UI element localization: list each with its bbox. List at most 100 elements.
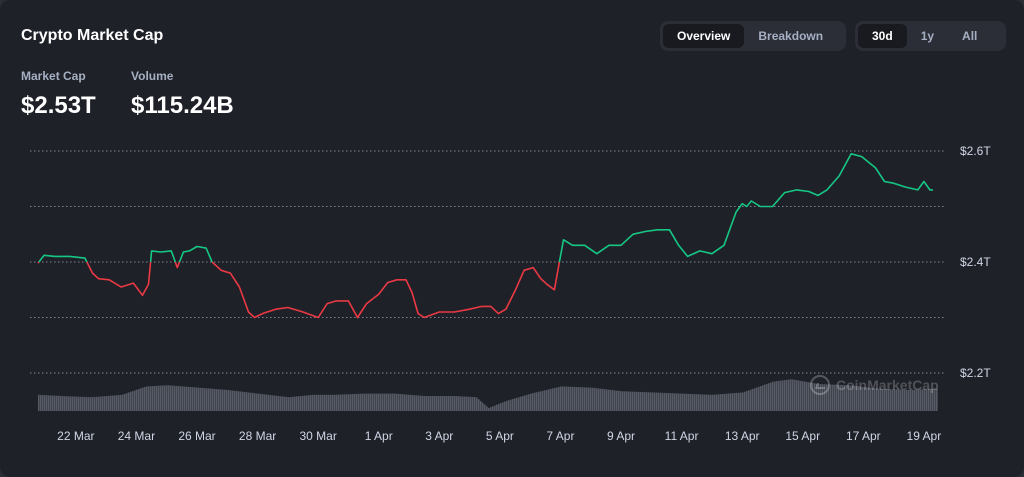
volume-bar — [450, 396, 452, 411]
volume-bar — [888, 389, 890, 411]
volume-bar — [68, 396, 70, 411]
volume-bar — [790, 379, 792, 411]
volume-bar — [842, 384, 844, 411]
volume-bar — [448, 396, 450, 411]
volume-bar — [200, 387, 202, 411]
volume-bar — [530, 393, 532, 411]
volume-bar — [784, 380, 786, 411]
volume-bar — [206, 388, 208, 411]
volume-bar — [724, 393, 726, 411]
volume-bar — [582, 387, 584, 411]
volume-bar — [778, 380, 780, 411]
volume-bar — [398, 393, 400, 411]
volume-bar — [720, 394, 722, 411]
volume-bar — [188, 386, 190, 411]
volume-bar — [272, 395, 274, 411]
volume-bar — [632, 391, 634, 411]
volume-bar — [702, 394, 704, 411]
volume-bar — [138, 389, 140, 411]
volume-bar — [868, 387, 870, 411]
range-all-button[interactable]: All — [962, 29, 978, 43]
volume-bar — [452, 396, 454, 411]
volume-bar — [58, 395, 60, 411]
volume-bar — [554, 387, 556, 411]
volume-bar — [526, 394, 528, 411]
volume-bar — [280, 396, 282, 411]
volume-bar — [580, 387, 582, 411]
volume-bar — [656, 392, 658, 411]
volume-bar — [70, 396, 72, 411]
volume-bar — [524, 395, 526, 411]
volume-bar — [154, 385, 156, 411]
volume-bar — [864, 387, 866, 411]
volume-bar — [218, 389, 220, 411]
volume-bar — [750, 389, 752, 411]
price-line-down — [86, 261, 152, 297]
volume-bar — [88, 397, 90, 411]
volume-bar — [408, 394, 410, 411]
volume-bar — [550, 388, 552, 411]
tab-breakdown[interactable]: Breakdown — [758, 29, 824, 43]
volume-bar — [902, 389, 904, 411]
volume-bar — [574, 386, 576, 411]
volume-bar — [212, 388, 214, 411]
volume-bar — [856, 386, 858, 411]
volume-bar — [122, 394, 124, 411]
volume-bar — [178, 386, 180, 411]
volume-bar — [270, 395, 272, 411]
volume-bar — [236, 391, 238, 411]
volume-bar — [176, 385, 178, 411]
volume-bar — [86, 397, 88, 411]
volume-bar — [150, 386, 152, 411]
volume-bar — [636, 391, 638, 411]
range-30d-button[interactable]: 30d — [858, 24, 907, 48]
page-title: Crypto Market Cap — [21, 27, 164, 44]
volume-bar — [852, 385, 854, 411]
volume-bar — [348, 394, 350, 411]
x-tick-label: 3 Apr — [425, 429, 453, 443]
volume-bar — [606, 389, 608, 411]
volume-bar — [556, 387, 558, 411]
volume-bar — [780, 380, 782, 411]
volume-bar — [304, 395, 306, 411]
volume-bar — [446, 396, 448, 411]
volume-bar — [604, 389, 606, 411]
volume-bar — [894, 389, 896, 411]
volume-bar — [456, 396, 458, 411]
volume-bar — [406, 394, 408, 411]
range-1y-button[interactable]: 1y — [920, 29, 935, 43]
volume-bar — [224, 389, 226, 411]
volume-bar — [584, 387, 586, 411]
volume-bar — [232, 390, 234, 411]
volume-bar — [602, 388, 604, 411]
volume-bar — [668, 393, 670, 411]
volume-bar — [480, 401, 482, 411]
x-tick-label: 11 Apr — [665, 429, 699, 443]
volume-bar — [392, 393, 394, 411]
volume-bar — [314, 394, 316, 411]
volume-bar — [786, 379, 788, 411]
market-cap-value: $2.53T — [21, 92, 96, 119]
volume-bar — [850, 385, 852, 411]
volume-bar — [836, 384, 838, 411]
volume-bar — [870, 387, 872, 411]
volume-bar — [76, 396, 78, 411]
volume-bar — [920, 389, 922, 411]
volume-bar — [370, 393, 372, 411]
volume-bar — [742, 392, 744, 411]
tab-overview[interactable]: Overview — [663, 24, 745, 48]
volume-bar — [126, 393, 128, 411]
volume-bar — [916, 389, 918, 411]
volume-bar — [320, 394, 322, 411]
volume-bar — [858, 386, 860, 411]
volume-bar — [806, 381, 808, 411]
volume-bar — [354, 393, 356, 411]
volume-bar — [54, 395, 56, 411]
volume-bar — [918, 389, 920, 411]
volume-bar — [376, 393, 378, 411]
x-tick-label: 15 Apr — [785, 429, 820, 443]
volume-bar — [164, 385, 166, 411]
volume-bar — [64, 396, 66, 411]
volume-bar — [92, 397, 94, 411]
